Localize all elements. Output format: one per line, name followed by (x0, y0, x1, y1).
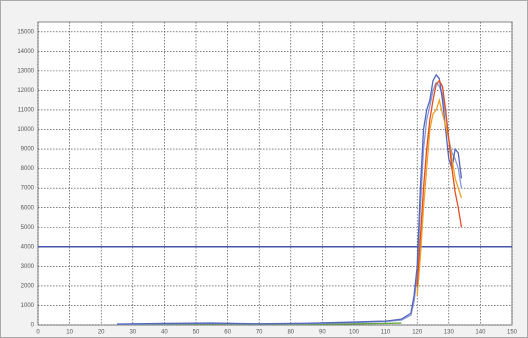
x-tick-label: 30 (129, 330, 136, 336)
y-tick-label: 4000 (21, 244, 35, 250)
x-tick-label: 150 (507, 330, 518, 336)
x-tick-label: 50 (193, 330, 200, 336)
y-tick-label: 0 (31, 323, 35, 329)
series-line (416, 79, 463, 286)
series-line (116, 73, 463, 325)
x-tick-label: 70 (256, 330, 263, 336)
y-tick-label: 9000 (21, 147, 35, 153)
y-tick-label: 5000 (21, 225, 35, 231)
x-tick-label: 20 (98, 330, 105, 336)
y-tick-label: 11000 (18, 108, 35, 114)
x-tick-label: 130 (444, 330, 455, 336)
y-tick-label: 6000 (21, 205, 35, 211)
plot-area (37, 21, 513, 326)
y-tick-label: 8000 (21, 166, 35, 172)
x-tick-label: 60 (224, 330, 231, 336)
x-tick-label: 100 (349, 330, 360, 336)
y-tick-label: 7000 (21, 186, 35, 192)
y-tick-label: 14000 (17, 49, 34, 55)
x-tick-label: 0 (36, 330, 40, 336)
x-tick-label: 120 (412, 330, 423, 336)
y-tick-label: 12000 (17, 88, 34, 94)
y-tick-label: 1000 (21, 303, 35, 309)
series-line (416, 97, 463, 296)
x-tick-label: 80 (287, 330, 294, 336)
x-tick-label: 10 (66, 330, 73, 336)
y-tick-label: 10000 (17, 127, 34, 133)
y-tick-label: 3000 (21, 264, 35, 270)
y-tick-label: 13000 (17, 68, 34, 74)
y-tick-label: 2000 (21, 283, 35, 289)
x-tick-label: 40 (161, 330, 168, 336)
x-tick-label: 140 (475, 330, 486, 336)
y-tick-label: 15000 (17, 29, 34, 35)
x-tick-label: 110 (381, 330, 391, 336)
x-tick-label: 90 (319, 330, 326, 336)
